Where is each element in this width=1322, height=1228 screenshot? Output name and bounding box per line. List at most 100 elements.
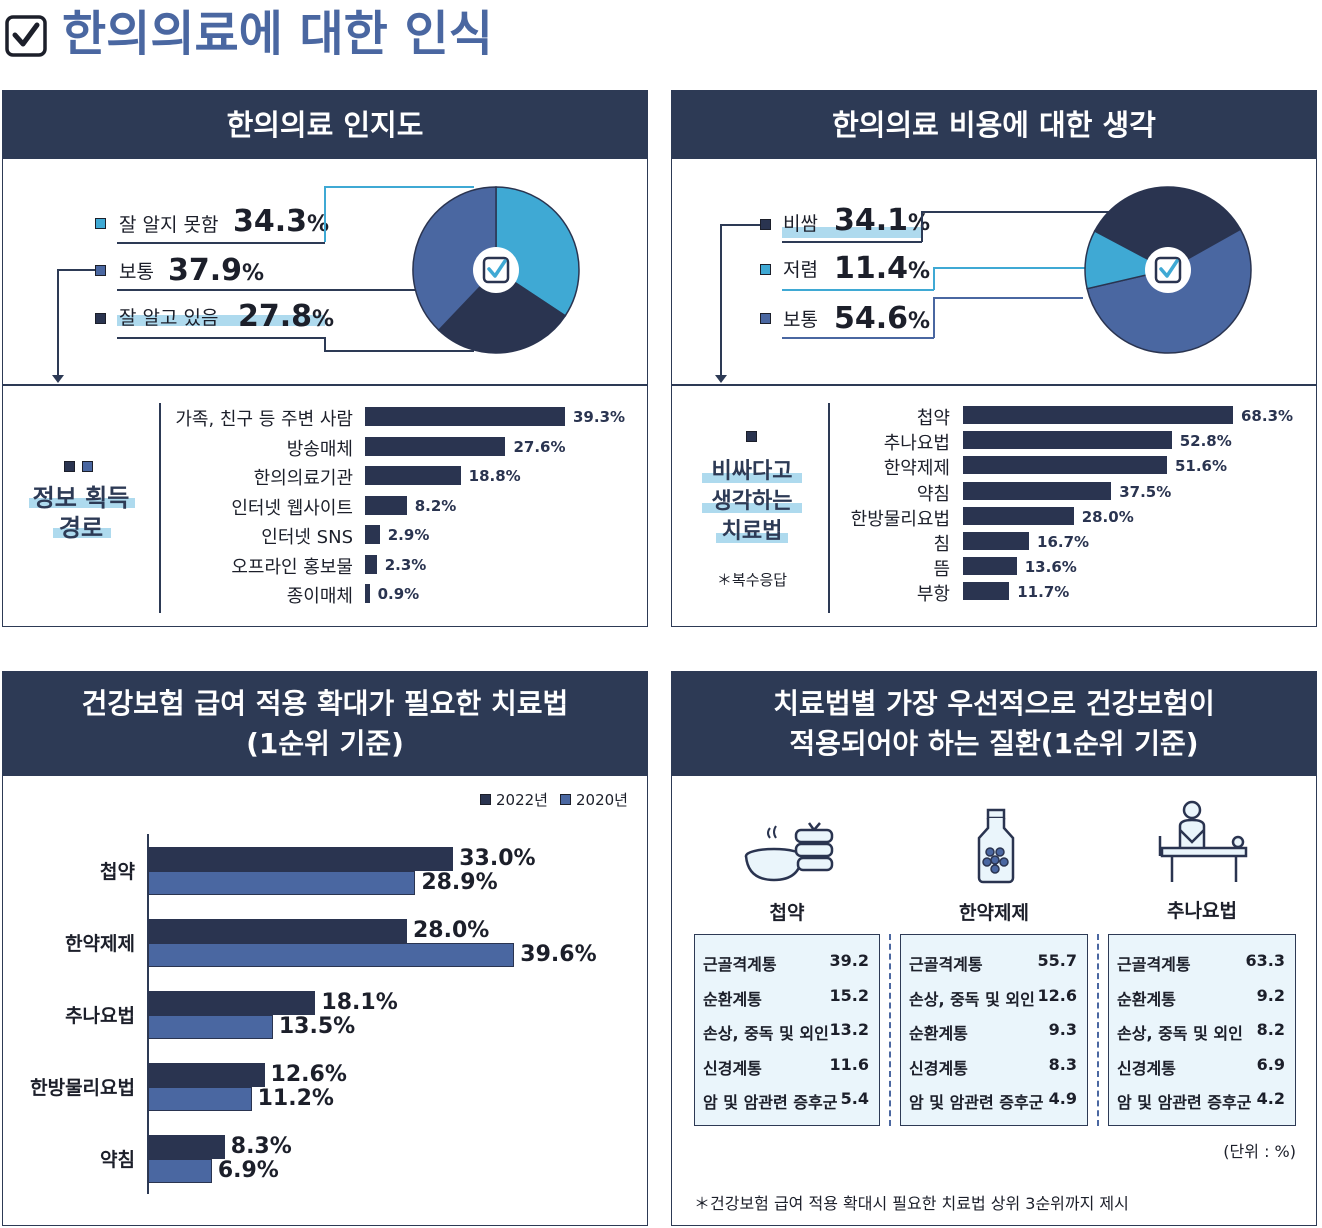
bar-label: 방송매체 [286,438,353,460]
panel-cost-title: 한의의료 비용에 대한 생각 [832,108,1156,142]
title-check-icon [4,14,48,58]
disease-name: 근골격계통 [703,955,777,974]
legend-label-normal: 보통 [119,261,154,283]
bar-2020년 [148,943,515,967]
subtitle-info-source: 정보 획득 경로 [32,484,130,542]
bar-value-label: 39.3% [573,408,626,426]
unit-note: (단위 : %) [1223,1142,1296,1161]
bar [963,481,1112,500]
disease-name: 근골격계통 [909,955,983,974]
disease-value: 5.4 [840,1089,869,1108]
disease-value: 9.2 [1256,985,1285,1005]
bar-category-label: 추나요법 [65,1005,135,1027]
bar-label: 한약제제 [883,458,950,480]
bar [365,436,506,456]
bar-value-label: 11.2% [257,1086,334,1111]
bar-2022년 [148,1063,265,1087]
bar-2022년 [148,847,454,871]
panel-cost: 한의의료 비용에 대한 생각 비쌈 34.1% 저렴 11.4% 보통 54.6… [671,90,1317,627]
disease-name: 신경계통 [703,1058,762,1078]
bar-value-label: 28.0% [1081,507,1134,526]
table-row: 암 및 암관련 증후군 4.2 [1117,1089,1285,1115]
disease-value: 12.6 [1037,985,1077,1005]
bar-value-label: 6.9% [217,1158,279,1183]
bar-value-label: 33.0% [459,846,536,871]
disease-value: 8.2 [1256,1020,1285,1039]
legend-label-cheap: 저렴 [783,259,818,281]
footnote: ＊건강보험 급여 적용 확대시 필요한 치료법 상위 3순위까지 제시 [694,1194,1129,1213]
bar-value-label: 13.5% [278,1014,356,1039]
legend-swatch-aware [95,313,106,324]
legend-value-normal: 54.6% [834,301,931,336]
panel-insurance-title-line2: (1순위 기준) [246,727,404,760]
column-title-cheopyak: 첩약 [769,902,805,924]
disease-value: 13.2 [829,1020,869,1039]
panel-priority-diseases: 치료법별 가장 우선적으로 건강보험이 적용되어야 하는 질환(1순위 기준) … [671,671,1317,1226]
panel-priority-title-line2: 적용되어야 하는 질환(1순위 기준) [789,727,1199,760]
bar-2020년 [148,1015,273,1039]
bar-2020년 [148,1159,212,1183]
table-row: 암 및 암관련 증후군 5.4 [703,1089,869,1115]
bar-2022년 [148,919,407,943]
disease-table-chuna: 근골격계통 63.3 순환계통 9.2 손상, 중독 및 외인 8.2 신경계통 6.9 암 및… [1108,934,1296,1126]
bar [365,584,370,603]
panel-insurance-header: 건강보험 급여 적용 확대가 필요한 치료법 (1순위 기준) [3,672,647,776]
multiple-response-note: ＊복수응답 [716,571,788,589]
disease-name: 신경계통 [909,1058,968,1078]
table-row: 신경계통 8.3 [909,1055,1077,1081]
disease-value: 15.2 [829,985,869,1005]
panel-priority-header: 치료법별 가장 우선적으로 건강보험이 적용되어야 하는 질환(1순위 기준) [672,672,1316,776]
disease-value: 4.9 [1048,1089,1077,1108]
subtitle-marker [746,431,757,442]
legend-swatch-normal [760,313,771,324]
bar [963,456,1167,475]
legend-label-2020: 2020년 [576,791,628,809]
arrow-down-icon [715,375,727,383]
legend-label-not-aware: 잘 알지 못함 [119,214,219,236]
legend-value-cheap: 11.4% [834,251,931,286]
disease-table-hanyak: 근골격계통 55.7 손상, 중독 및 외인 12.6 순환계통 9.3 신경계통 8.3 암 … [900,934,1088,1126]
herbal-bowl-icon [744,822,834,882]
bar [963,431,1172,450]
bar-value-label: 8.2% [414,496,457,515]
disease-name: 손상, 중독 및 외인 [1117,1024,1243,1043]
bar-value-label: 18.8% [468,467,521,485]
panel-insurance-expansion: 건강보험 급여 적용 확대가 필요한 치료법 (1순위 기준) 2022년 20… [2,671,648,1226]
disease-name: 근골격계통 [1117,955,1191,974]
disease-value: 8.3 [1048,1054,1077,1074]
disease-name: 신경계통 [1117,1058,1176,1078]
legend-label-2022: 2022년 [496,791,548,809]
legend-swatch-2022 [480,794,491,805]
bar [963,506,1074,525]
bar [963,532,1030,550]
legend-label-normal: 보통 [783,309,818,331]
disease-name: 순환계통 [909,1024,968,1043]
bar-label: 인터넷 웹사이트 [231,497,353,519]
disease-name: 순환계통 [1117,989,1176,1009]
bar [365,495,407,515]
bar-label: 침 [933,534,950,555]
bar-value-label: 68.3% [1241,407,1294,425]
bar-category-label: 한방물리요법 [30,1077,135,1099]
disease-value: 4.2 [1256,1089,1285,1108]
disease-value: 39.2 [829,951,869,970]
bar-label: 종이매체 [286,586,353,607]
bar [365,407,565,426]
table-row: 손상, 중독 및 외인 12.6 [909,986,1077,1012]
bar-2022년 [148,1135,225,1159]
disease-name: 암 및 암관련 증후군 [1117,1093,1252,1112]
medicine-bottle-icon [977,808,1015,884]
bar-label: 가족, 친구 등 주변 사람 [175,409,353,430]
table-row: 신경계통 11.6 [703,1055,869,1081]
bar [963,557,1017,576]
bar [365,554,377,574]
legend-value-normal: 37.9% [168,253,265,288]
pie-slice-aware [437,269,567,354]
table-row: 암 및 암관련 증후군 4.9 [909,1089,1077,1115]
bar-value-label: 28.0% [413,918,490,943]
table-row: 손상, 중독 및 외인 8.2 [1117,1020,1285,1046]
panel-cost-header: 한의의료 비용에 대한 생각 [672,91,1316,159]
panel-awareness-title: 한의의료 인지도 [226,108,424,142]
awareness-pie [412,186,580,354]
bar-label: 첩약 [916,408,950,429]
